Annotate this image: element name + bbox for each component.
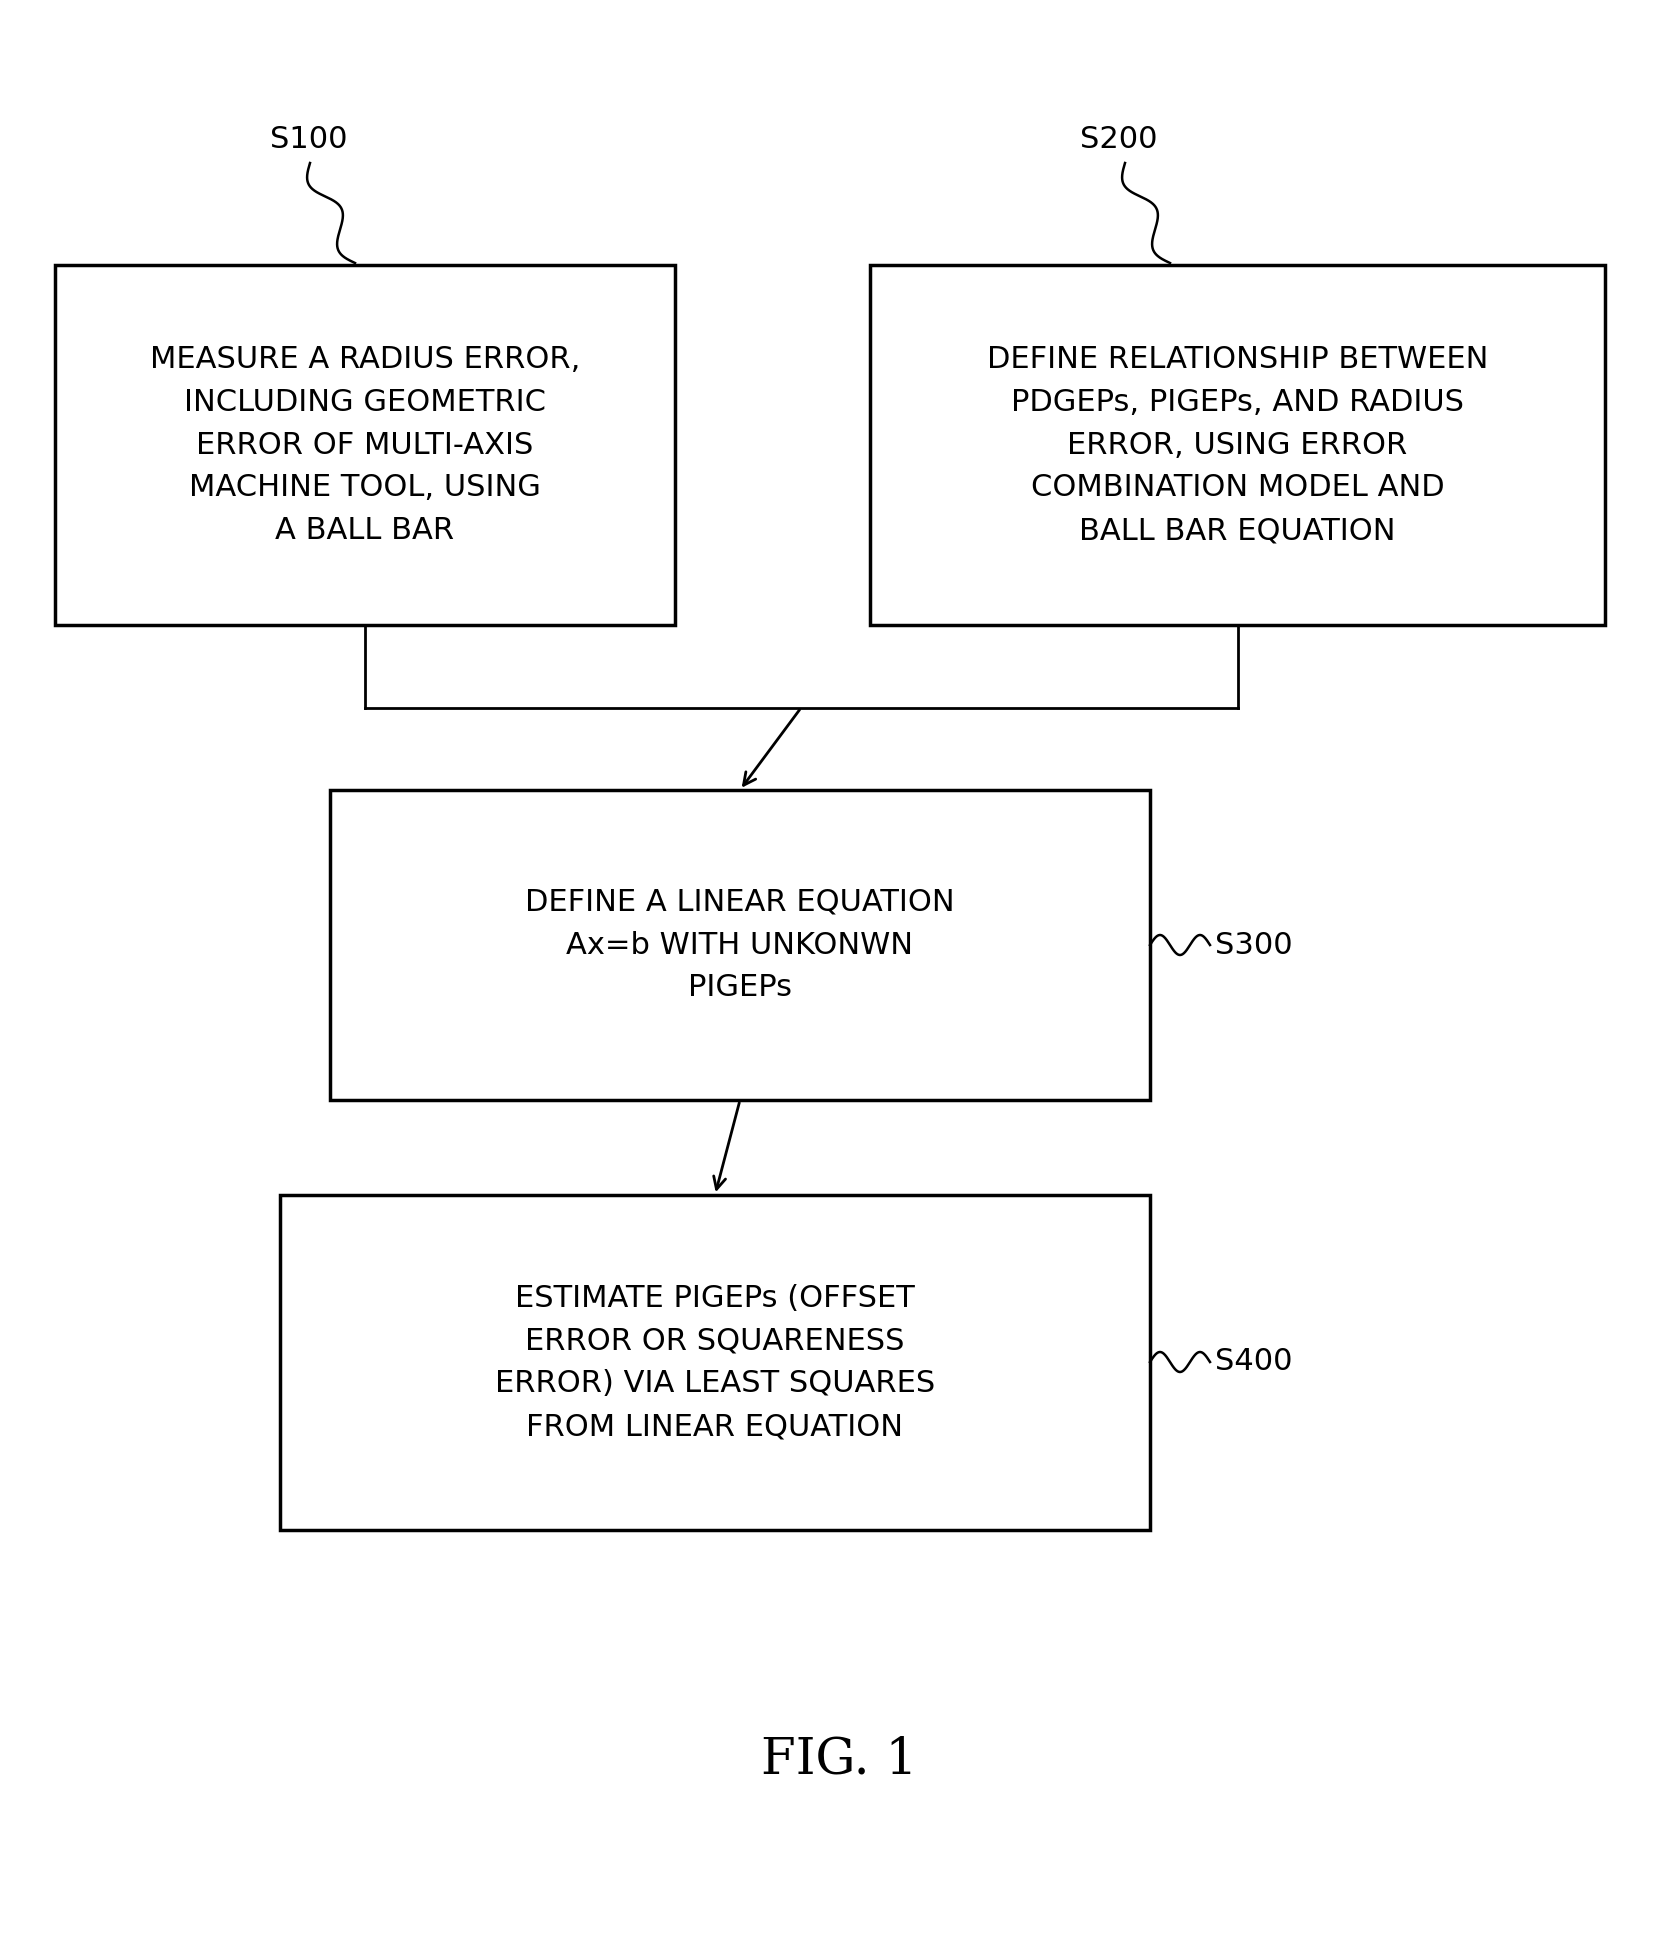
Text: S100: S100 [270,125,348,154]
Bar [280,1195,1150,1531]
Text: FIG. 1: FIG. 1 [761,1736,917,1784]
Bar [55,265,675,626]
Bar [331,790,1150,1100]
Text: S400: S400 [1216,1347,1293,1377]
Text: DEFINE A LINEAR EQUATION
Ax=b WITH UNKONWN
PIGEPs: DEFINE A LINEAR EQUATION Ax=b WITH UNKON… [526,887,955,1002]
Text: DEFINE RELATIONSHIP BETWEEN
PDGEPs, PIGEPs, AND RADIUS
ERROR, USING ERROR
COMBIN: DEFINE RELATIONSHIP BETWEEN PDGEPs, PIGE… [987,345,1488,546]
Text: S200: S200 [1080,125,1157,154]
Bar [870,265,1605,626]
Text: MEASURE A RADIUS ERROR,
INCLUDING GEOMETRIC
ERROR OF MULTI-AXIS
MACHINE TOOL, US: MEASURE A RADIUS ERROR, INCLUDING GEOMET… [149,345,581,546]
Text: ESTIMATE PIGEPs (OFFSET
ERROR OR SQUARENESS
ERROR) VIA LEAST SQUARES
FROM LINEAR: ESTIMATE PIGEPs (OFFSET ERROR OR SQUAREN… [495,1283,935,1441]
Text: S300: S300 [1216,930,1293,959]
